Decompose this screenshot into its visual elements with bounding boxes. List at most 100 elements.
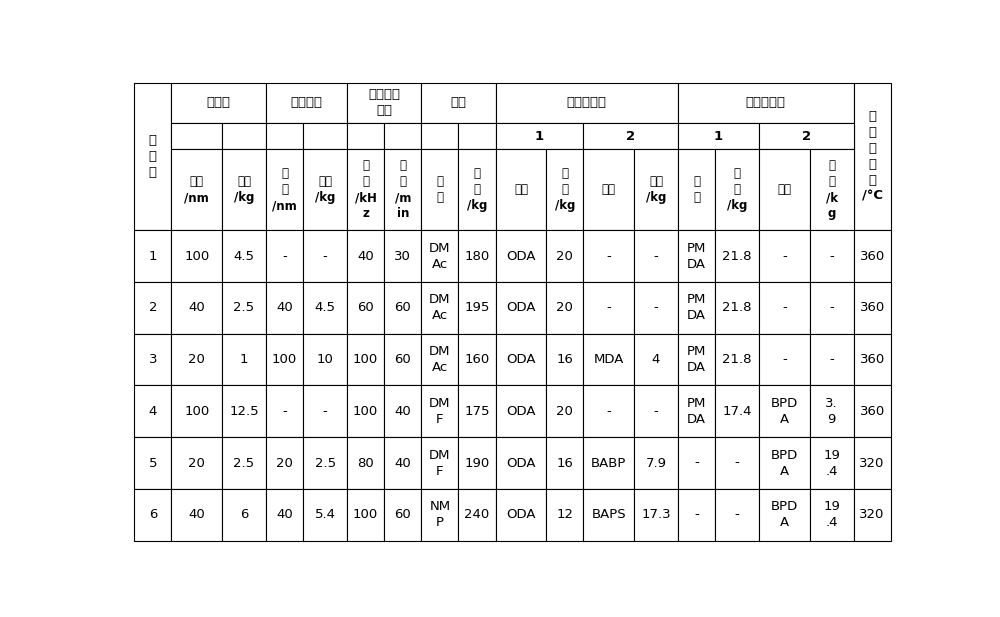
Bar (171, 437, 222, 489)
Bar (759, 230, 810, 282)
Text: 360: 360 (860, 250, 885, 263)
Text: 100: 100 (272, 353, 297, 366)
Bar (854, 437, 891, 489)
Bar (171, 123, 222, 149)
Text: 2: 2 (149, 301, 157, 315)
Text: 12.5: 12.5 (229, 405, 259, 418)
Text: 粒
径
/nm: 粒 径 /nm (272, 167, 297, 212)
Text: DM
F: DM F (429, 397, 451, 426)
Text: 240: 240 (464, 508, 490, 521)
Bar (458, 437, 496, 489)
Text: 频
率
/kH
z: 频 率 /kH z (355, 159, 377, 220)
Bar (583, 123, 678, 149)
Bar (715, 386, 759, 437)
Bar (759, 282, 810, 334)
Bar (759, 386, 810, 437)
Text: 100: 100 (353, 508, 378, 521)
Text: DM
F: DM F (429, 449, 451, 478)
Bar (810, 282, 854, 334)
Bar (266, 230, 303, 282)
Text: BPD
A: BPD A (771, 500, 798, 529)
Text: 二氧化硫: 二氧化硫 (291, 96, 323, 109)
Text: 360: 360 (860, 301, 885, 315)
Text: 360: 360 (860, 353, 885, 366)
Bar (347, 489, 384, 540)
Text: -: - (735, 457, 739, 470)
Text: 质量
/kg: 质量 /kg (234, 175, 254, 204)
Text: 20: 20 (188, 457, 205, 470)
Bar (266, 83, 347, 123)
Bar (384, 149, 421, 230)
Text: 100: 100 (184, 250, 209, 263)
Bar (421, 149, 458, 230)
Text: DM
Ac: DM Ac (429, 345, 451, 374)
Bar (171, 282, 222, 334)
Bar (421, 230, 458, 282)
Bar (384, 230, 421, 282)
Bar (303, 149, 347, 230)
Text: 4: 4 (652, 353, 660, 366)
Text: 1: 1 (149, 250, 157, 263)
Bar (546, 149, 583, 230)
Text: 7.9: 7.9 (646, 457, 667, 470)
Text: BPD
A: BPD A (771, 397, 798, 426)
Bar (303, 123, 347, 149)
Bar (222, 489, 266, 540)
Bar (546, 230, 583, 282)
Bar (134, 489, 171, 540)
Text: 175: 175 (464, 405, 490, 418)
Text: -: - (323, 405, 327, 418)
Bar (496, 123, 583, 149)
Bar (715, 282, 759, 334)
Bar (458, 123, 496, 149)
Text: -: - (829, 250, 834, 263)
Bar (458, 149, 496, 230)
Text: 60: 60 (394, 508, 411, 521)
Bar (384, 386, 421, 437)
Bar (303, 230, 347, 282)
Text: 品种: 品种 (777, 183, 791, 196)
Text: 质
量
/k
g: 质 量 /k g (826, 159, 838, 220)
Text: -: - (782, 353, 787, 366)
Bar (134, 83, 171, 230)
Text: 19
.4: 19 .4 (823, 500, 840, 529)
Text: 40: 40 (394, 405, 411, 418)
Text: 20: 20 (556, 301, 573, 315)
Bar (496, 83, 678, 123)
Bar (759, 437, 810, 489)
Text: NM
P: NM P (429, 500, 450, 529)
Bar (583, 489, 634, 540)
Bar (715, 149, 759, 230)
Bar (458, 334, 496, 386)
Text: 20: 20 (276, 457, 293, 470)
Text: 质量
/kg: 质量 /kg (646, 175, 666, 204)
Text: 40: 40 (276, 508, 293, 521)
Text: 5: 5 (149, 457, 157, 470)
Text: 3.
9: 3. 9 (825, 397, 838, 426)
Text: 亚
胺
化
温
度
/°C: 亚 胺 化 温 度 /°C (862, 110, 883, 203)
Bar (347, 230, 384, 282)
Bar (715, 489, 759, 540)
Text: 40: 40 (276, 301, 293, 315)
Bar (222, 386, 266, 437)
Bar (347, 123, 384, 149)
Text: 溶剂: 溶剂 (450, 96, 466, 109)
Bar (347, 334, 384, 386)
Text: -: - (654, 405, 658, 418)
Text: 40: 40 (394, 457, 411, 470)
Bar (546, 489, 583, 540)
Bar (715, 334, 759, 386)
Bar (266, 123, 303, 149)
Bar (678, 282, 715, 334)
Bar (678, 437, 715, 489)
Bar (421, 83, 496, 123)
Bar (134, 334, 171, 386)
Bar (496, 386, 546, 437)
Text: -: - (282, 250, 287, 263)
Bar (810, 437, 854, 489)
Bar (134, 437, 171, 489)
Text: 1: 1 (714, 130, 723, 143)
Text: 芳香族二酆: 芳香族二酆 (746, 96, 786, 109)
Bar (678, 489, 715, 540)
Bar (266, 437, 303, 489)
